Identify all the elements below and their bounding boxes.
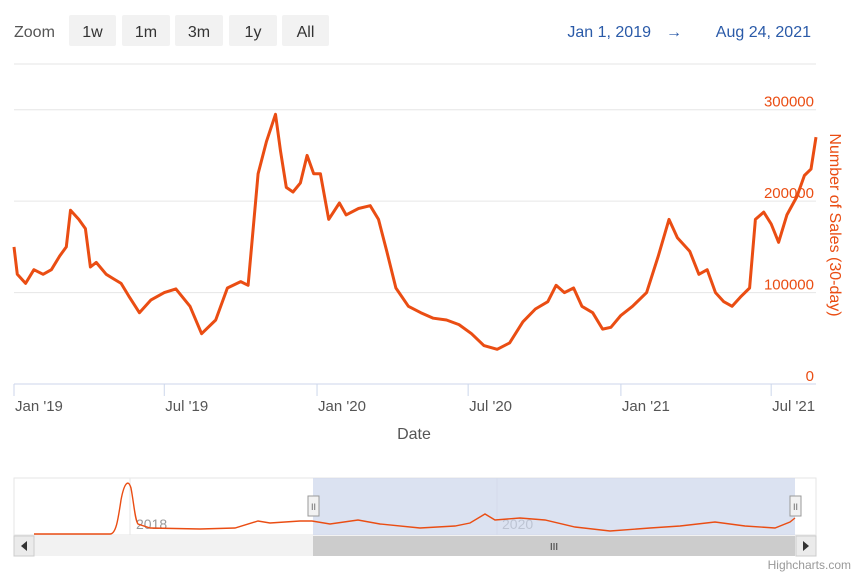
scroll-left-arrow-icon (21, 541, 27, 551)
x-tick-label: Jul '21 (772, 398, 815, 415)
range-arrow: → (666, 24, 682, 41)
scrollbar-grip: III (550, 542, 558, 553)
x-tick-label: Jan '21 (622, 398, 670, 415)
zoom-button-1w-label: 1w (82, 24, 103, 41)
range-to-input[interactable]: Aug 24, 2021 (716, 24, 811, 41)
x-tick-label: Jan '19 (15, 398, 63, 415)
x-tick-label: Jan '20 (318, 398, 366, 415)
scrollbar-left-button[interactable] (13, 535, 35, 557)
zoom-button-3m-label: 3m (188, 24, 210, 41)
y-tick-label: 0 (806, 368, 814, 385)
y-axis-ticks: 0 100000 200000 300000 (764, 94, 814, 385)
x-tick-label: Jul '20 (469, 398, 512, 415)
zoom-button-1m[interactable]: 1m (122, 15, 170, 46)
zoom-label: Zoom (14, 24, 55, 41)
zoom-button-1m-label: 1m (135, 24, 157, 41)
navigator-right-handle-grip: II (793, 502, 798, 512)
x-axis-ticks: Jan '19 Jul '19 Jan '20 Jul '20 Jan '21 Jul '… (13, 384, 815, 415)
y-tick-label: 300000 (764, 94, 814, 111)
scrollbar-thumb[interactable] (313, 536, 795, 556)
navigator-series-line (34, 482, 796, 535)
credits-link[interactable]: Highcharts.com (768, 558, 851, 572)
x-tick-label: Jul '19 (165, 398, 208, 415)
y-tick-label: 100000 (764, 277, 814, 294)
y-tick-label: 200000 (764, 185, 814, 202)
navigator-selected-range[interactable] (313, 478, 795, 535)
range-from-input[interactable]: Jan 1, 2019 (567, 24, 651, 41)
y-axis-title: Number of Sales (30-day) (826, 133, 843, 316)
navigator-right-handle[interactable]: II (789, 495, 802, 517)
zoom-button-all-label: All (297, 24, 315, 41)
scrollbar-right-button[interactable] (795, 535, 817, 557)
navigator-label-2018: 2018 (136, 516, 167, 532)
x-axis-title: Date (397, 426, 431, 443)
grid (14, 109, 816, 294)
navigator-left-handle[interactable]: II (307, 495, 320, 517)
zoom-button-3m[interactable]: 3m (175, 15, 223, 46)
zoom-button-1y[interactable]: 1y (229, 15, 277, 46)
scroll-right-arrow-icon (803, 541, 809, 551)
navigator-left-handle-grip: II (311, 502, 316, 512)
zoom-button-all[interactable]: All (282, 15, 329, 46)
series-line (12, 112, 818, 351)
zoom-button-1w[interactable]: 1w (69, 15, 116, 46)
zoom-button-1y-label: 1y (245, 24, 262, 41)
